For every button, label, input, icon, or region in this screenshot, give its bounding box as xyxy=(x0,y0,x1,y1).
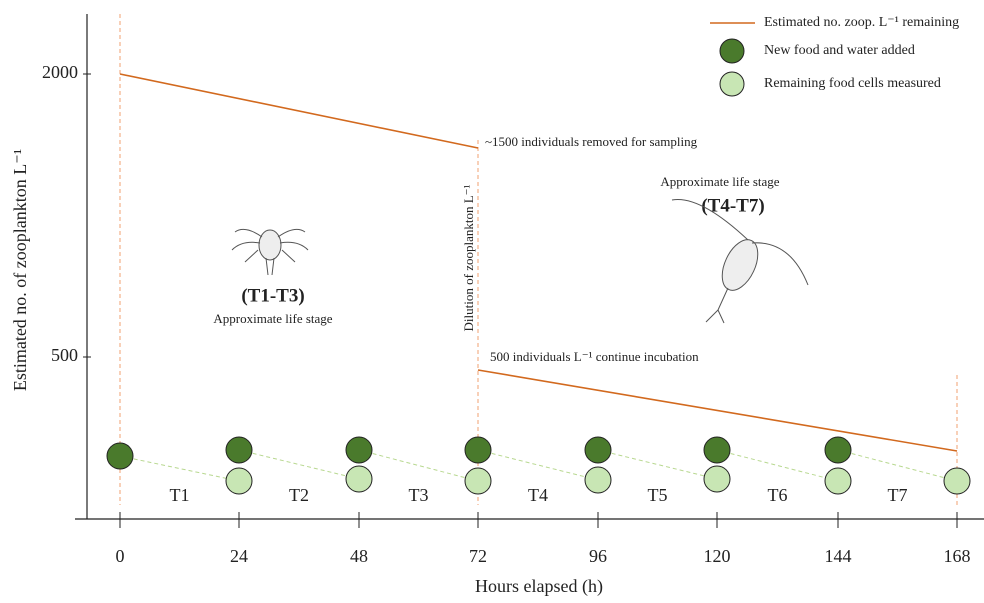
trend-line xyxy=(477,369,958,452)
legend-light xyxy=(719,71,745,97)
x-tick-label: 72 xyxy=(469,546,487,566)
y-tick-label: 2000 xyxy=(42,62,78,82)
food-added xyxy=(824,436,852,464)
food-added xyxy=(703,436,731,464)
food-added xyxy=(106,442,134,470)
annotation: (T4-T7) xyxy=(701,195,764,216)
food-remaining xyxy=(584,466,612,494)
legend-text: New food and water added xyxy=(764,43,915,58)
axes xyxy=(75,14,984,520)
y-tick-label: 500 xyxy=(51,345,78,365)
food-decline xyxy=(477,449,599,481)
annotation: ~1500 individuals removed for sampling xyxy=(485,134,698,149)
y-axis-title: Estimated no. of zooplankton L⁻¹ xyxy=(10,149,30,391)
food-remaining xyxy=(345,465,373,493)
annotation: Dilution of zooplankton L⁻¹ xyxy=(461,184,476,331)
annotation: (T1-T3) xyxy=(241,285,304,306)
food-decline xyxy=(597,449,718,480)
food-added xyxy=(584,436,612,464)
period-label: T7 xyxy=(888,485,908,505)
annotation: Approximate life stage xyxy=(213,311,332,326)
x-tick-label: 168 xyxy=(944,546,971,566)
food-decline xyxy=(716,449,839,482)
trend-line xyxy=(119,73,479,149)
legend-text: Remaining food cells measured xyxy=(764,76,941,91)
food-added xyxy=(464,436,492,464)
annotation: 500 individuals L⁻¹ continue incubation xyxy=(490,349,699,364)
period-label: T6 xyxy=(768,485,788,505)
food-remaining xyxy=(225,467,253,495)
nauplius-icon xyxy=(231,228,309,276)
food-remaining xyxy=(464,467,492,495)
food-remaining xyxy=(703,465,731,493)
period-label: T2 xyxy=(289,485,309,505)
x-tick-label: 96 xyxy=(589,546,607,566)
food-decline xyxy=(358,449,479,482)
period-label: T5 xyxy=(648,485,668,505)
x-tick-label: 48 xyxy=(350,546,368,566)
x-tick-label: 144 xyxy=(825,546,852,566)
x-tick-label: 120 xyxy=(704,546,731,566)
food-added xyxy=(345,436,373,464)
food-decline xyxy=(119,455,240,482)
period-label: T4 xyxy=(528,485,548,505)
x-tick-label: 24 xyxy=(230,546,248,566)
legend-dark xyxy=(719,38,745,64)
period-label: T1 xyxy=(170,485,190,505)
x-tick-label: 0 xyxy=(116,546,125,566)
food-remaining xyxy=(943,467,971,495)
x-axis-title: Hours elapsed (h) xyxy=(475,576,603,597)
food-decline xyxy=(238,449,360,480)
period-label: T3 xyxy=(409,485,429,505)
annotation: Approximate life stage xyxy=(660,174,779,189)
legend-text: Estimated no. zoop. L⁻¹ remaining xyxy=(764,15,959,30)
food-decline xyxy=(837,449,958,482)
copepod-icon xyxy=(671,199,809,324)
food-added xyxy=(225,436,253,464)
food-remaining xyxy=(824,467,852,495)
